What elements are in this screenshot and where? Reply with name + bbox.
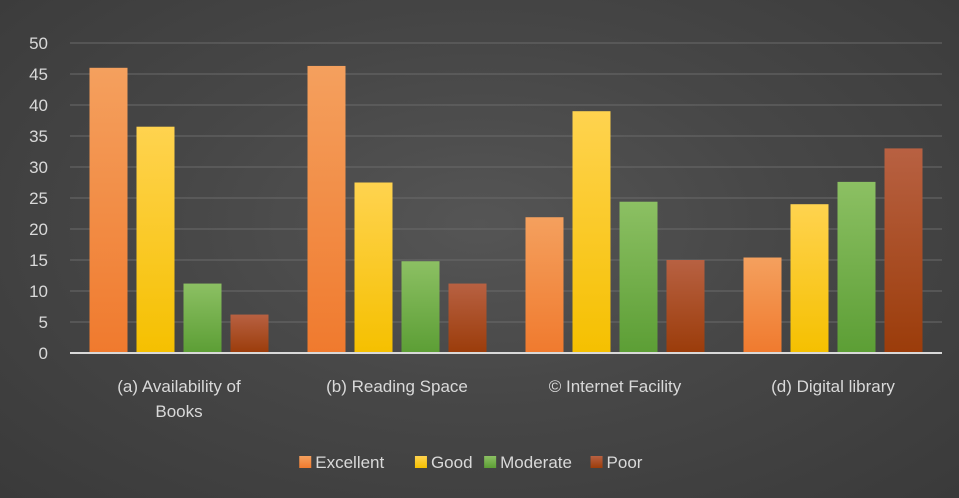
category-label: (b) Reading Space bbox=[326, 377, 468, 396]
bar-excellent-4 bbox=[743, 257, 782, 353]
bar-poor-1 bbox=[230, 314, 269, 353]
legend-label: Moderate bbox=[500, 453, 572, 472]
y-tick-label: 40 bbox=[29, 96, 48, 115]
bar-good-3 bbox=[572, 111, 611, 353]
y-tick-label: 30 bbox=[29, 158, 48, 177]
legend-item-excellent: Excellent bbox=[299, 453, 385, 472]
legend-swatch bbox=[484, 456, 497, 468]
y-tick-label: 35 bbox=[29, 127, 48, 146]
legend-item-moderate: Moderate bbox=[484, 453, 572, 472]
bar-poor-4 bbox=[884, 148, 923, 353]
category-labels: (a) Availability of Books (b) Reading Spac… bbox=[117, 377, 895, 421]
y-tick-label: 25 bbox=[29, 189, 48, 208]
y-tick-label: 45 bbox=[29, 65, 48, 84]
legend: Excellent Good Moderate Poor bbox=[299, 453, 643, 472]
y-axis-ticks: 0 5 10 15 20 25 30 35 40 45 50 bbox=[29, 34, 48, 363]
bar-poor-3 bbox=[666, 260, 705, 353]
bars bbox=[89, 65, 923, 354]
legend-label: Good bbox=[431, 453, 473, 472]
y-tick-label: 5 bbox=[39, 313, 48, 332]
bar-poor-2 bbox=[448, 283, 487, 353]
legend-swatch bbox=[590, 456, 603, 468]
bar-excellent-2 bbox=[307, 65, 346, 353]
bar-excellent-3 bbox=[525, 217, 564, 353]
category-label: © Internet Facility bbox=[549, 377, 682, 396]
y-tick-label: 0 bbox=[39, 344, 48, 363]
bar-good-1 bbox=[136, 126, 175, 353]
legend-swatch bbox=[414, 456, 427, 468]
bar-good-2 bbox=[354, 182, 393, 353]
bar-moderate-4 bbox=[837, 181, 876, 353]
legend-item-poor: Poor bbox=[590, 453, 643, 472]
category-label: (d) Digital library bbox=[771, 377, 895, 396]
y-tick-label: 15 bbox=[29, 251, 48, 270]
category-label: (a) Availability of Books bbox=[117, 377, 241, 421]
bar-moderate-2 bbox=[401, 261, 440, 353]
bar-moderate-3 bbox=[619, 201, 658, 353]
bar-moderate-1 bbox=[183, 283, 222, 353]
y-tick-label: 50 bbox=[29, 34, 48, 53]
y-tick-label: 10 bbox=[29, 282, 48, 301]
legend-label: Excellent bbox=[315, 453, 384, 472]
legend-swatch bbox=[299, 456, 312, 468]
y-tick-label: 20 bbox=[29, 220, 48, 239]
bar-good-4 bbox=[790, 204, 829, 353]
legend-item-good: Good bbox=[414, 453, 473, 472]
legend-label: Poor bbox=[607, 453, 643, 472]
bar-excellent-1 bbox=[89, 67, 128, 354]
